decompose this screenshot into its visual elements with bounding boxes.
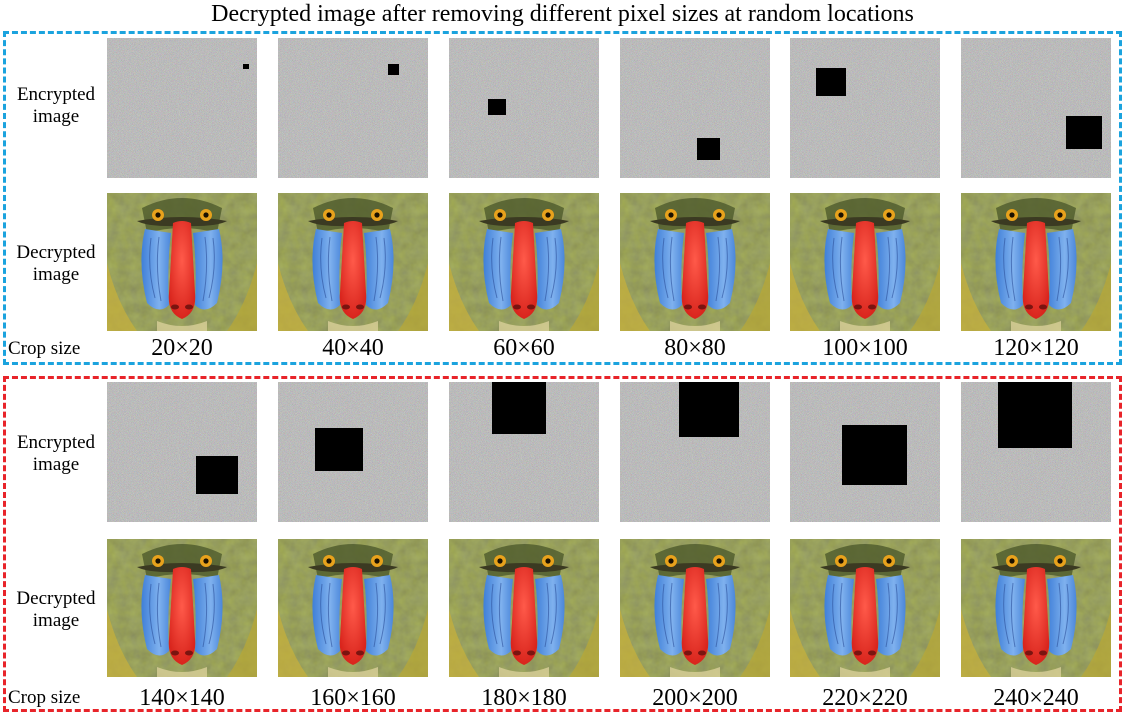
crop-size-value: 180×180 bbox=[481, 685, 567, 711]
crop-size-value: 100×100 bbox=[822, 335, 908, 361]
encrypted-image bbox=[961, 382, 1111, 522]
group-2-frame bbox=[3, 376, 1122, 712]
cropped-region bbox=[388, 64, 399, 75]
decrypted-image bbox=[449, 193, 599, 331]
crop-size-value: 140×140 bbox=[139, 685, 225, 711]
encrypted-image bbox=[107, 382, 257, 522]
crop-size-value: 80×80 bbox=[664, 335, 726, 361]
decrypted-image bbox=[620, 539, 770, 677]
decrypted-image bbox=[961, 539, 1111, 677]
encrypted-image bbox=[278, 38, 428, 178]
encrypted-row-label-2: Encrypted image bbox=[16, 432, 96, 475]
decrypted-row-label-1: Decrypted image bbox=[16, 242, 96, 285]
encrypted-image bbox=[790, 382, 940, 522]
cropped-region bbox=[816, 68, 846, 96]
cropped-region bbox=[488, 99, 506, 115]
crop-size-label-2: Crop size bbox=[8, 687, 81, 708]
encrypted-image bbox=[278, 382, 428, 522]
crop-size-value: 220×220 bbox=[822, 685, 908, 711]
crop-size-label-1: Crop size bbox=[8, 338, 81, 359]
crop-size-value: 200×200 bbox=[652, 685, 738, 711]
encrypted-row-label-1: Encrypted image bbox=[16, 84, 96, 127]
cropped-region bbox=[842, 425, 907, 485]
figure-title: Decrypted image after removing different… bbox=[211, 1, 914, 27]
cropped-region bbox=[998, 382, 1072, 448]
encrypted-image bbox=[961, 38, 1111, 178]
decrypted-image bbox=[278, 193, 428, 331]
decrypted-image bbox=[790, 193, 940, 331]
encrypted-image bbox=[449, 382, 599, 522]
crop-size-value: 120×120 bbox=[993, 335, 1079, 361]
encrypted-image bbox=[620, 382, 770, 522]
cropped-region bbox=[492, 382, 546, 434]
cropped-region bbox=[243, 64, 249, 69]
encrypted-image bbox=[107, 38, 257, 178]
decrypted-image bbox=[449, 539, 599, 677]
cropped-region bbox=[196, 456, 238, 494]
decrypted-image bbox=[107, 193, 257, 331]
crop-size-value: 40×40 bbox=[322, 335, 384, 361]
decrypted-image bbox=[620, 193, 770, 331]
decrypted-image bbox=[278, 539, 428, 677]
cropped-region bbox=[1066, 116, 1102, 149]
group-1-frame bbox=[3, 31, 1122, 365]
crop-size-value: 160×160 bbox=[310, 685, 396, 711]
encrypted-image bbox=[790, 38, 940, 178]
decrypted-image bbox=[961, 193, 1111, 331]
cropped-region bbox=[315, 428, 363, 471]
decrypted-row-label-2: Decrypted image bbox=[16, 588, 96, 631]
cropped-region bbox=[697, 138, 720, 160]
encrypted-image bbox=[620, 38, 770, 178]
crop-size-value: 20×20 bbox=[151, 335, 213, 361]
encrypted-image bbox=[449, 38, 599, 178]
decrypted-image bbox=[790, 539, 940, 677]
crop-size-value: 240×240 bbox=[993, 685, 1079, 711]
crop-size-value: 60×60 bbox=[493, 335, 555, 361]
cropped-region bbox=[679, 382, 739, 437]
decrypted-image bbox=[107, 539, 257, 677]
